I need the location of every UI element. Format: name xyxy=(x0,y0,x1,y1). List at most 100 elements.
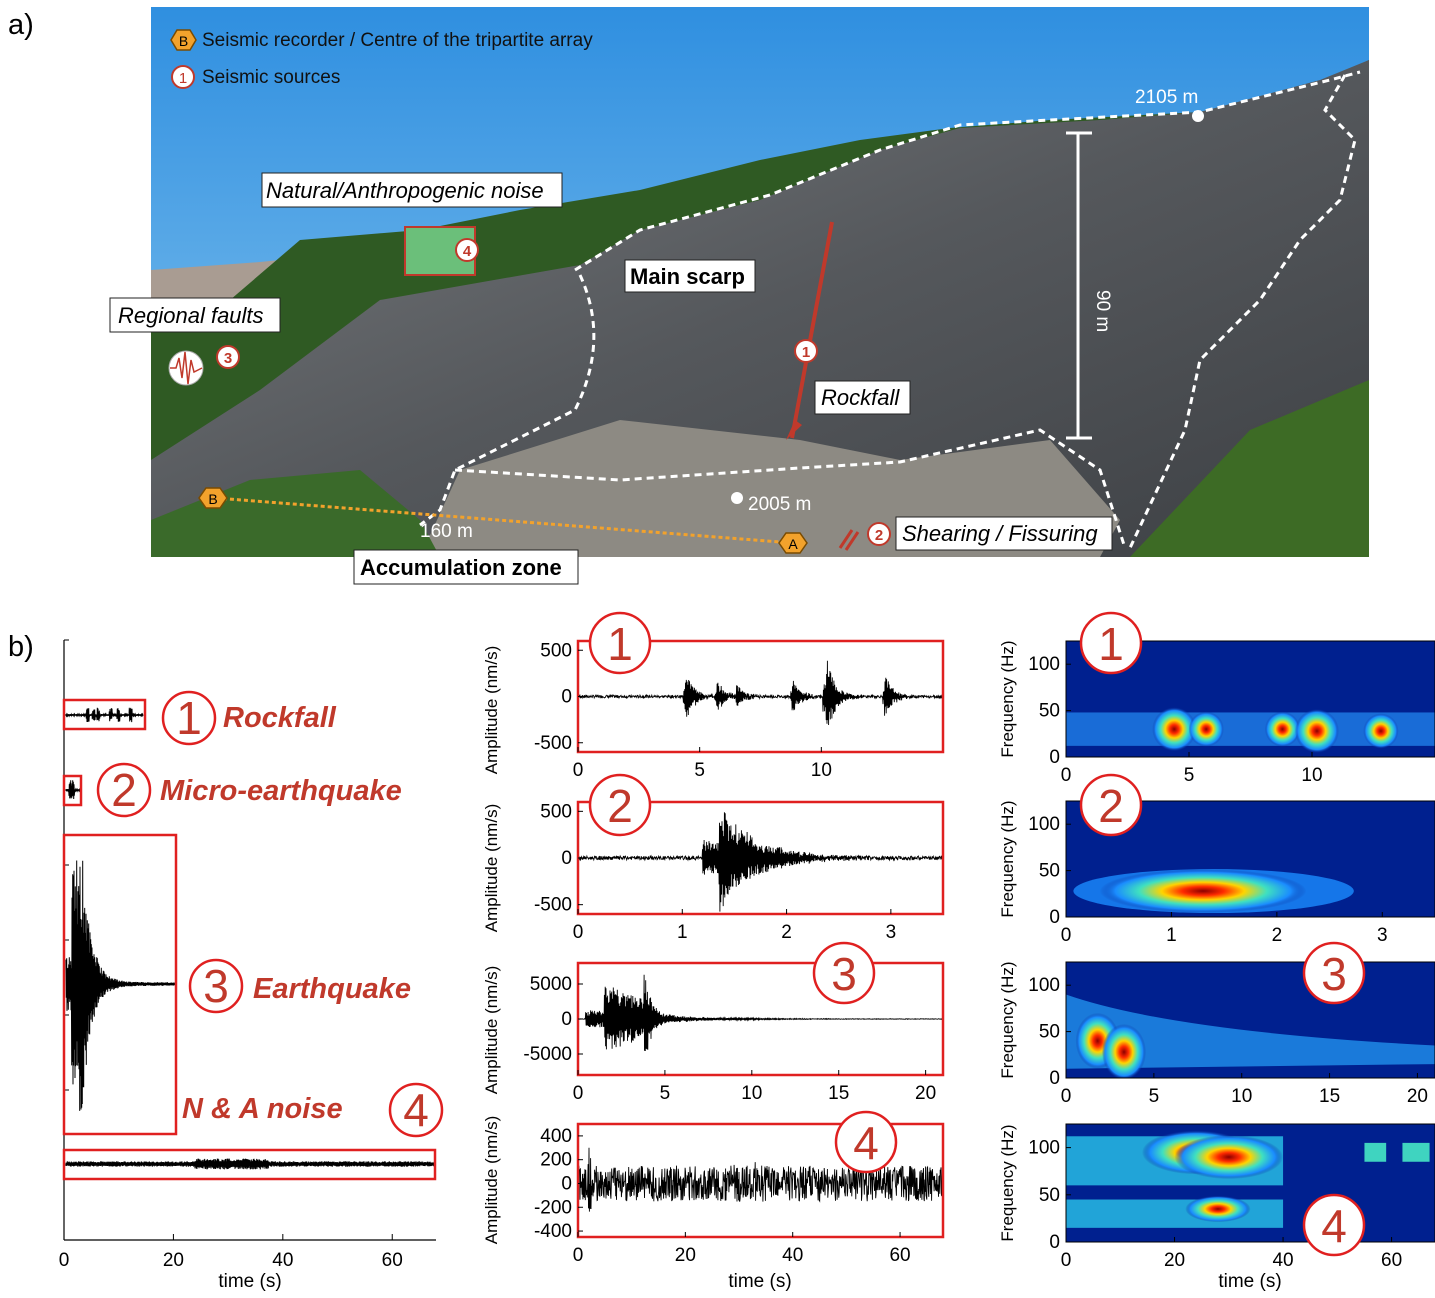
waveform-ytick-label-2: 0 xyxy=(561,848,572,869)
waveform-ylabel-3: Amplitude (nm/s) xyxy=(482,966,501,1094)
landslide-photo xyxy=(151,7,1369,557)
spectrogram-ytick-label-4: 100 xyxy=(1028,1138,1060,1159)
accumulation-outline xyxy=(419,274,1127,549)
panel-a-label: a) xyxy=(8,9,34,41)
marker-2: 2 xyxy=(875,527,883,544)
spectrogram-xtick-label-3: 20 xyxy=(1407,1086,1428,1107)
waveform-ytick-label-4: -400 xyxy=(534,1221,572,1242)
rockfall-box xyxy=(814,380,911,415)
waveform-xlabel: time (s) xyxy=(728,1271,791,1292)
spectrogram-frame-3 xyxy=(1065,961,1435,1079)
overview-trace-noise xyxy=(65,1158,435,1170)
recorder-hex-icon xyxy=(170,29,197,51)
waveform-xtick-label-1: 10 xyxy=(811,760,832,781)
spectrogram-xtick-label-3: 15 xyxy=(1319,1086,1340,1107)
waveform-ytick-label-3: -5000 xyxy=(523,1044,572,1065)
spectrogram-xtick-label-4: 60 xyxy=(1381,1250,1402,1271)
panel-b-label: b) xyxy=(8,631,34,663)
marker-a-hex xyxy=(778,532,808,554)
spectrogram-ytick-label-4: 50 xyxy=(1039,1185,1060,1206)
waveform-xtick-label-4: 20 xyxy=(675,1245,696,1266)
main-scarp-label: Main scarp xyxy=(630,264,745,289)
spectrogram-ylabel-4: Frequency (Hz) xyxy=(998,1124,1017,1241)
marker-1: 1 xyxy=(802,344,810,361)
spectrogram-blob-4-3 xyxy=(1185,1195,1251,1223)
cat-4-circle xyxy=(388,1082,444,1138)
waveform-ytick-label-1: 500 xyxy=(540,640,572,661)
overview-xtick-label: 0 xyxy=(59,1250,70,1271)
noise-label: Natural/Anthropogenic noise xyxy=(266,178,544,203)
recorder-symbol: B xyxy=(179,33,188,49)
waveform-number-circle-3 xyxy=(812,941,876,1005)
marker-b: B xyxy=(208,491,217,507)
overview-trace-rockfall xyxy=(65,707,144,723)
waveform-number-circle-4 xyxy=(834,1110,898,1174)
waveform-trace-2 xyxy=(577,812,944,912)
marker-1-circle xyxy=(794,339,818,363)
spectrogram-panel-4: 0 20 40 60 100 50 0 Frequency (Hz) time (s) 4 xyxy=(998,1123,1435,1292)
waveform-number-3: 3 xyxy=(831,948,857,1000)
cat-1-num: 1 xyxy=(176,692,202,744)
spectrogram-ylabel-2: Frequency (Hz) xyxy=(998,800,1017,917)
cat-2-circle xyxy=(96,762,152,818)
spectrogram-frame-1 xyxy=(1065,640,1435,758)
spectrogram-ytick-label-2: 100 xyxy=(1028,814,1060,835)
spectrogram-number-1: 1 xyxy=(1098,618,1124,670)
spectrogram-patch-4d xyxy=(1402,1142,1430,1162)
shearing-label: Shearing / Fissuring xyxy=(902,521,1098,546)
waveform-ytick-label-4: -200 xyxy=(534,1197,572,1218)
spectrogram-frame-4 xyxy=(1065,1123,1435,1243)
cat-4-name: N & A noise xyxy=(182,1093,343,1125)
waveform-trace-1 xyxy=(577,660,944,726)
spectrogram-panel-3: 0 5 10 15 20 100 50 0 Frequency (Hz) 3 xyxy=(998,941,1435,1107)
spectrogram-image-3 xyxy=(1066,962,1435,1078)
spectrogram-panel-1: 0 5 10 100 50 0 Frequency (Hz) 1 xyxy=(998,611,1435,786)
waveform-xtick-label-3: 5 xyxy=(660,1083,671,1104)
elevation-top: 2105 m xyxy=(1135,87,1198,108)
spectrogram-ytick-label-3: 100 xyxy=(1028,975,1060,996)
waveform-xtick-label-3: 0 xyxy=(573,1083,584,1104)
recorder-legend-text: Seismic recorder / Centre of the tripart… xyxy=(202,30,593,51)
spectrogram-image-4 xyxy=(1066,1124,1435,1242)
scarp-outline xyxy=(574,70,1361,272)
overview-xlabel: time (s) xyxy=(218,1271,281,1292)
source-circle-icon xyxy=(171,65,195,89)
waveform-xtick-label-3: 20 xyxy=(915,1083,936,1104)
shear-icon xyxy=(838,529,860,551)
waveform-xtick-label-2: 0 xyxy=(573,922,584,943)
spectrogram-xtick-label-2: 0 xyxy=(1061,925,1072,946)
overview-box-noise xyxy=(62,1148,437,1181)
spectrogram-ytick-label-1: 100 xyxy=(1028,654,1060,675)
spectrogram-xtick-label-4: 0 xyxy=(1061,1250,1072,1271)
waveform-ytick-label-1: -500 xyxy=(534,733,572,754)
overview-box-micro-earthquake xyxy=(62,774,83,807)
overview-box-earthquake xyxy=(62,833,178,1136)
spectrogram-xtick-label-3: 0 xyxy=(1061,1086,1072,1107)
spectrogram-xtick-label-1: 5 xyxy=(1184,765,1195,786)
cat-1-circle xyxy=(161,690,217,746)
waveform-ytick-label-3: 0 xyxy=(561,1009,572,1030)
source-legend-text: Seismic sources xyxy=(202,67,340,88)
distance-label: 160 m xyxy=(420,521,473,542)
waveform-number-1: 1 xyxy=(607,618,633,670)
cat-2-num: 2 xyxy=(111,764,137,816)
spectrogram-number-2: 2 xyxy=(1098,780,1124,832)
overview-xtick-label: 20 xyxy=(163,1250,184,1271)
spectrogram-xtick-label-3: 5 xyxy=(1149,1086,1160,1107)
waveform-xtick-label-4: 0 xyxy=(573,1245,584,1266)
marker-2-circle xyxy=(867,522,891,546)
spectrogram-ytick-label-2: 50 xyxy=(1039,861,1060,882)
waveform-ytick-label-3: 5000 xyxy=(530,974,572,995)
spectrogram-ytick-label-3: 0 xyxy=(1049,1068,1060,1089)
spectrogram-blob-1-1 xyxy=(1152,707,1197,752)
spectrogram-xtick-label-4: 20 xyxy=(1164,1250,1185,1271)
waveform-xtick-label-1: 5 xyxy=(694,760,705,781)
waveform-number-circle-2 xyxy=(588,773,652,837)
waveform-number-circle-1 xyxy=(588,611,652,675)
overview-xtick-label: 40 xyxy=(272,1250,293,1271)
spectrogram-ylabel-3: Frequency (Hz) xyxy=(998,961,1017,1078)
